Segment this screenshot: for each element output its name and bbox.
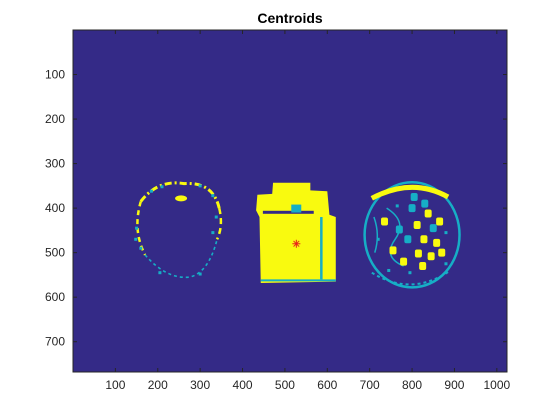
right-object-texture <box>363 181 461 289</box>
x-axis: 100 200 300 400 500 600 700 800 900 1000 <box>105 30 510 392</box>
y-tick-label: 400 <box>45 201 65 215</box>
x-tick-label: 300 <box>190 378 210 392</box>
centroid-marker <box>292 239 301 248</box>
chart-title: Centroids <box>257 10 323 26</box>
y-tick-label: 300 <box>45 157 65 171</box>
middle-object-region <box>256 182 336 283</box>
centroid-markers <box>292 239 301 248</box>
y-tick-label: 200 <box>45 112 65 126</box>
y-tick-label: 700 <box>45 335 65 349</box>
plot-area <box>72 29 508 373</box>
x-tick-label: 800 <box>402 378 422 392</box>
x-tick-label: 500 <box>275 378 295 392</box>
y-tick-label: 500 <box>45 246 65 260</box>
left-object-outline <box>134 181 223 279</box>
x-tick-label: 1000 <box>483 378 510 392</box>
y-axis: 100 200 300 400 500 600 700 <box>45 68 507 349</box>
x-tick-label: 700 <box>360 378 380 392</box>
x-tick-label: 100 <box>105 378 125 392</box>
x-tick-label: 600 <box>317 378 337 392</box>
x-tick-label: 900 <box>444 378 464 392</box>
x-tick-label: 400 <box>233 378 253 392</box>
y-tick-label: 600 <box>45 290 65 304</box>
axes-box <box>72 29 508 373</box>
x-tick-label: 200 <box>148 378 168 392</box>
y-tick-label: 100 <box>45 68 65 82</box>
image-objects <box>134 181 461 289</box>
